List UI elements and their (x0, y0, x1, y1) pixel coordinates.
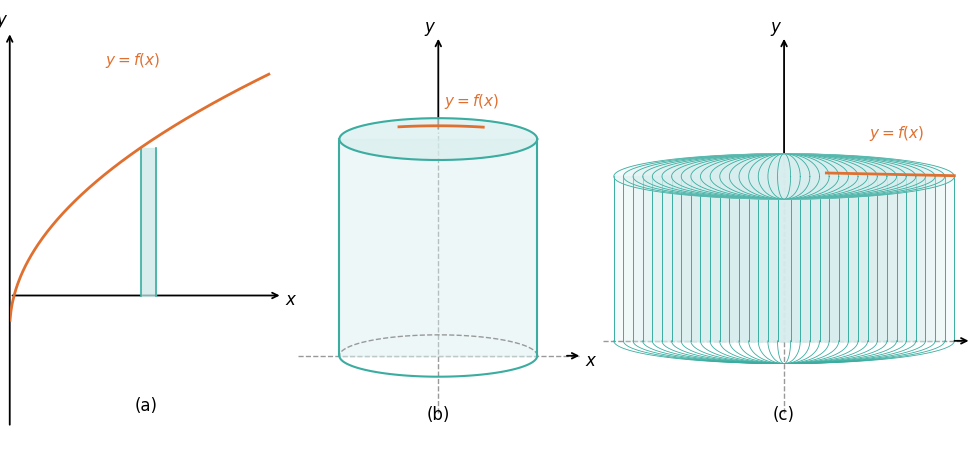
Polygon shape (700, 176, 868, 341)
Polygon shape (614, 176, 955, 341)
Polygon shape (777, 154, 791, 199)
Polygon shape (768, 176, 801, 341)
Polygon shape (710, 176, 858, 341)
Polygon shape (672, 154, 896, 199)
Text: y: y (0, 11, 7, 29)
Text: x: x (285, 292, 295, 310)
Polygon shape (749, 176, 819, 341)
Polygon shape (691, 176, 878, 341)
Polygon shape (777, 176, 791, 341)
Polygon shape (759, 154, 810, 199)
Polygon shape (643, 154, 925, 199)
Polygon shape (720, 154, 848, 199)
Polygon shape (681, 176, 887, 341)
Text: $y = f(x)$: $y = f(x)$ (444, 92, 499, 111)
Polygon shape (730, 176, 839, 341)
Polygon shape (614, 154, 955, 199)
Text: $y = f(x)$: $y = f(x)$ (105, 50, 161, 69)
Polygon shape (633, 154, 935, 199)
Polygon shape (662, 154, 906, 199)
Polygon shape (140, 148, 156, 296)
Text: (a): (a) (134, 397, 158, 415)
Polygon shape (633, 176, 935, 341)
Text: x: x (585, 352, 595, 370)
Polygon shape (691, 154, 878, 199)
Text: (c): (c) (773, 406, 795, 424)
Polygon shape (739, 176, 829, 341)
Polygon shape (720, 176, 848, 341)
Polygon shape (653, 154, 916, 199)
Text: y: y (425, 18, 434, 36)
Polygon shape (730, 154, 839, 199)
Polygon shape (672, 176, 896, 341)
Polygon shape (653, 176, 916, 341)
Polygon shape (623, 176, 945, 341)
Polygon shape (623, 154, 945, 199)
Text: $y = f(x)$: $y = f(x)$ (869, 124, 924, 143)
Polygon shape (700, 154, 868, 199)
Text: (b): (b) (427, 406, 450, 424)
Polygon shape (339, 118, 538, 160)
Polygon shape (681, 154, 887, 199)
Polygon shape (662, 176, 906, 341)
Polygon shape (339, 139, 538, 356)
Polygon shape (710, 154, 858, 199)
Polygon shape (768, 154, 801, 199)
Polygon shape (749, 154, 819, 199)
Polygon shape (758, 176, 810, 341)
Text: y: y (770, 18, 780, 36)
Polygon shape (643, 176, 925, 341)
Polygon shape (739, 154, 829, 199)
